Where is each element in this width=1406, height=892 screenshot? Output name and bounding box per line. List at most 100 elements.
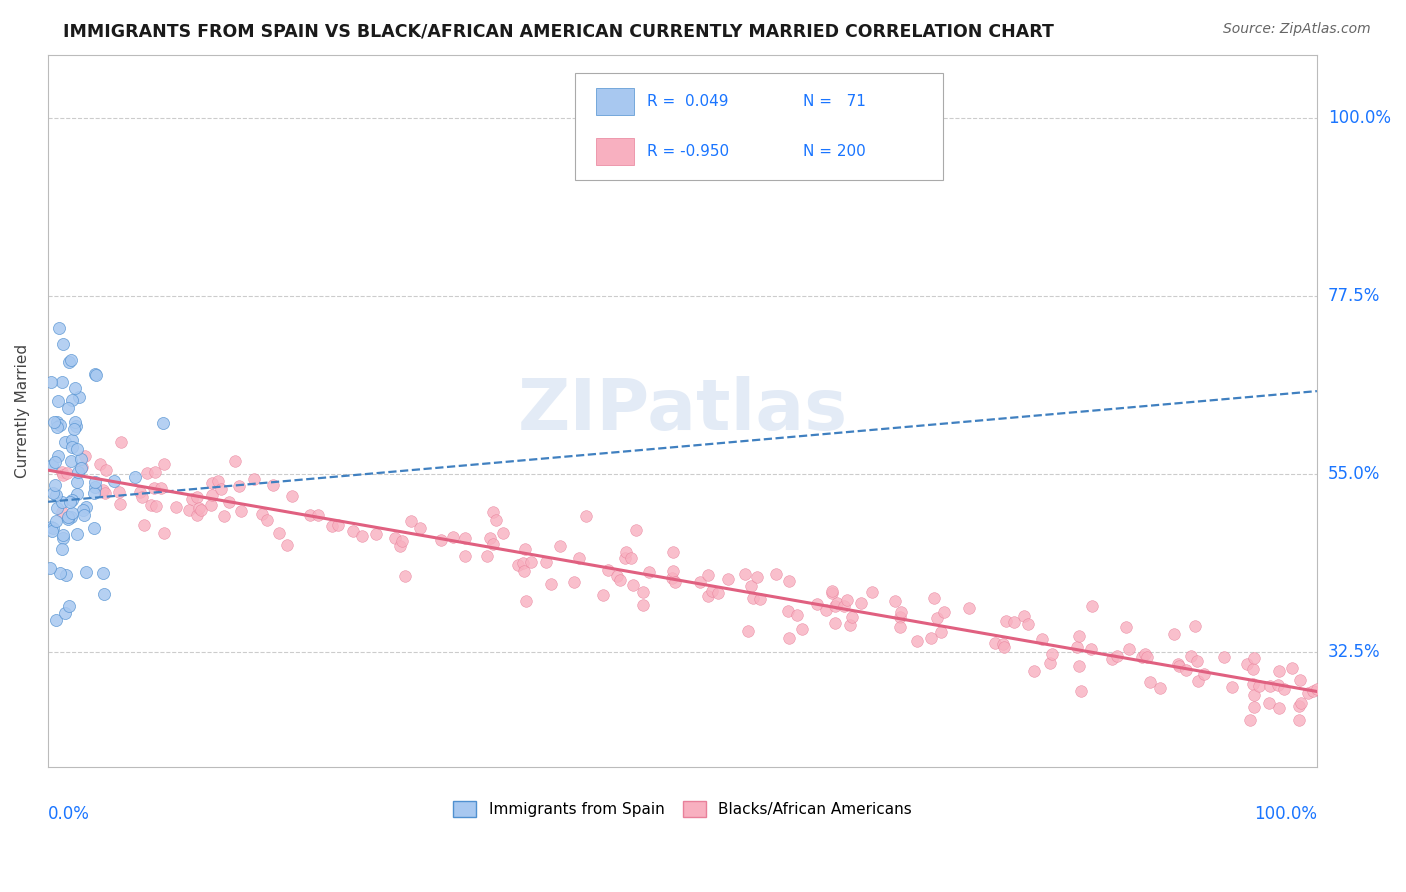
Point: [298, 508, 321, 523]
Point: [131, 491, 153, 505]
Point: [152, 457, 174, 471]
Point: [51, 376, 73, 390]
Point: [83, 475, 105, 489]
Point: [1180, 648, 1202, 663]
Point: [851, 596, 873, 610]
Point: [1274, 681, 1296, 696]
Point: [834, 599, 856, 614]
Point: [153, 526, 176, 541]
Text: R =  0.049: R = 0.049: [647, 94, 728, 109]
Point: [181, 491, 204, 506]
Point: [741, 591, 763, 605]
Point: [1302, 683, 1324, 698]
Point: [995, 614, 1018, 628]
Point: [52, 531, 75, 545]
Point: [51, 495, 73, 509]
Point: [67, 390, 90, 404]
Point: [1149, 681, 1171, 695]
Text: 32.5%: 32.5%: [1329, 643, 1381, 661]
Y-axis label: Currently Married: Currently Married: [15, 343, 30, 478]
Point: [626, 524, 648, 538]
Point: [515, 594, 537, 608]
Point: [190, 503, 212, 517]
Text: R = -0.950: R = -0.950: [647, 144, 730, 159]
Point: [187, 500, 209, 515]
Point: [512, 564, 534, 578]
Point: [1289, 696, 1312, 710]
Text: IMMIGRANTS FROM SPAIN VS BLACK/AFRICAN AMERICAN CURRENTLY MARRIED CORRELATION CH: IMMIGRANTS FROM SPAIN VS BLACK/AFRICAN A…: [63, 22, 1054, 40]
Point: [824, 599, 846, 613]
Point: [66, 526, 89, 541]
Point: [1039, 657, 1062, 671]
Point: [39, 520, 62, 534]
Point: [1135, 647, 1157, 661]
Point: [52, 467, 75, 482]
Point: [276, 538, 298, 552]
Point: [1105, 648, 1128, 663]
Point: [1070, 683, 1092, 698]
Point: [252, 508, 274, 522]
Point: [1069, 628, 1091, 642]
Point: [748, 591, 770, 606]
Point: [281, 489, 304, 503]
Point: [1184, 619, 1206, 633]
Point: [364, 527, 387, 541]
Point: [512, 556, 534, 570]
Point: [1236, 657, 1258, 672]
Point: [1220, 680, 1243, 694]
Point: [135, 466, 157, 480]
Point: [45, 420, 67, 434]
Point: [60, 492, 83, 507]
Point: [1066, 640, 1088, 654]
Point: [1174, 663, 1197, 677]
Point: [778, 574, 800, 589]
Point: [631, 598, 654, 612]
Point: [321, 519, 343, 533]
FancyBboxPatch shape: [596, 137, 634, 165]
Point: [717, 573, 740, 587]
Point: [44, 415, 66, 429]
Point: [342, 524, 364, 539]
Point: [638, 565, 661, 579]
Legend: Immigrants from Spain, Blacks/African Americans: Immigrants from Spain, Blacks/African Am…: [447, 795, 918, 823]
Point: [84, 368, 107, 382]
Point: [1163, 627, 1185, 641]
Point: [1243, 688, 1265, 702]
Point: [41, 521, 63, 535]
Point: [1136, 650, 1159, 665]
Point: [890, 605, 912, 619]
Point: [664, 574, 686, 589]
Point: [957, 601, 980, 615]
Point: [103, 474, 125, 488]
Point: [1130, 650, 1153, 665]
Point: [838, 618, 860, 632]
Point: [993, 640, 1015, 654]
Point: [1101, 652, 1123, 666]
Point: [1305, 681, 1327, 696]
Point: [1192, 667, 1215, 681]
Point: [508, 558, 530, 573]
Point: [409, 521, 432, 535]
Point: [934, 605, 956, 619]
Point: [391, 534, 413, 549]
Point: [70, 461, 93, 475]
Point: [1241, 663, 1264, 677]
Point: [1069, 658, 1091, 673]
Point: [48, 417, 70, 432]
Point: [66, 442, 89, 456]
Point: [1185, 655, 1208, 669]
Point: [661, 570, 683, 584]
Point: [212, 509, 235, 524]
Point: [931, 625, 953, 640]
Point: [1267, 700, 1289, 714]
Point: [267, 526, 290, 541]
Point: [835, 592, 858, 607]
Point: [1258, 679, 1281, 693]
Point: [598, 564, 620, 578]
Text: N =   71: N = 71: [803, 94, 866, 109]
Point: [165, 500, 187, 514]
Point: [256, 513, 278, 527]
FancyBboxPatch shape: [575, 73, 942, 179]
Text: 55.0%: 55.0%: [1329, 465, 1381, 483]
Point: [920, 632, 942, 646]
